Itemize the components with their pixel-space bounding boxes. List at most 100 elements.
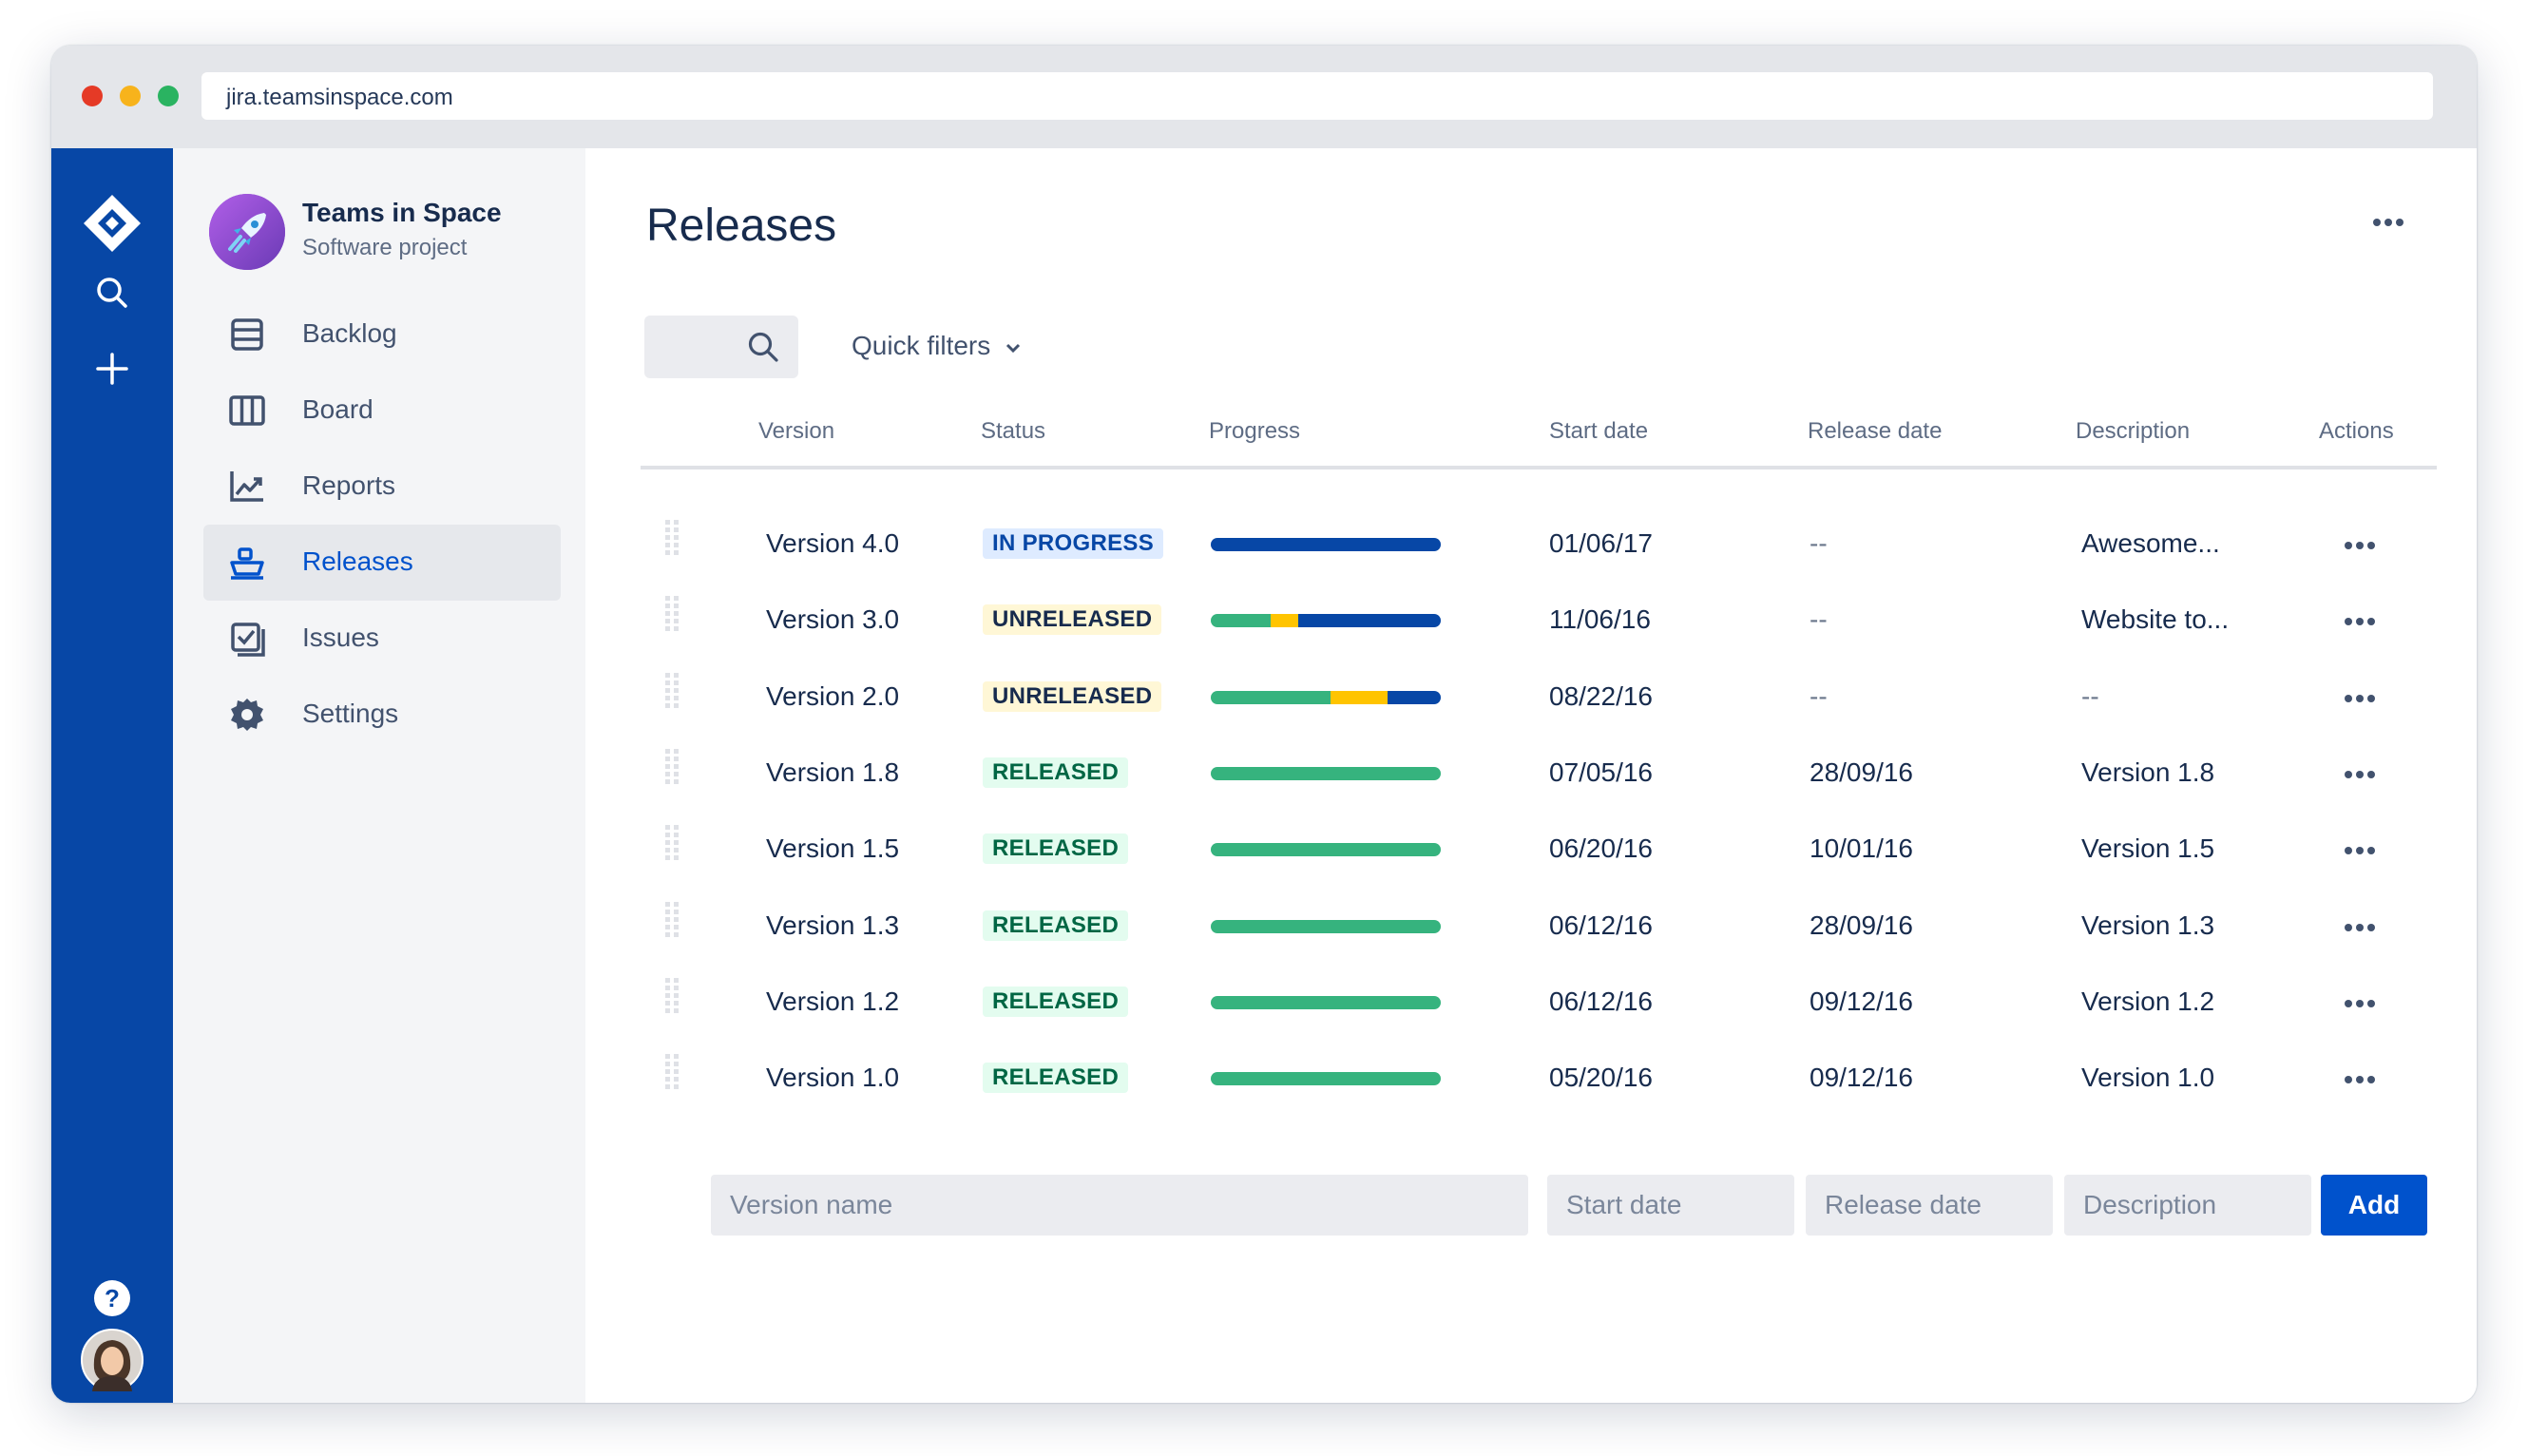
table-row[interactable]: Version 1.5 RELEASED 06/20/16 10/01/16 Versi… bbox=[585, 811, 2477, 887]
sidebar-item-releases[interactable]: Releases bbox=[203, 525, 561, 601]
drag-handle-icon[interactable] bbox=[663, 595, 680, 638]
description: Version 1.2 bbox=[2081, 987, 2215, 1016]
start-date-input[interactable]: Start date bbox=[1547, 1175, 1794, 1236]
sidebar-item-label: Settings bbox=[302, 699, 399, 728]
drag-handle-icon[interactable] bbox=[663, 748, 680, 791]
progress-done-segment bbox=[1211, 767, 1441, 780]
release-date-input[interactable]: Release date bbox=[1806, 1175, 2053, 1236]
table-row[interactable]: Version 4.0 IN PROGRESS 01/06/17 -- Awesome.… bbox=[585, 506, 2477, 582]
table-row[interactable]: Version 1.8 RELEASED 07/05/16 28/09/16 Versi… bbox=[585, 735, 2477, 811]
version-name[interactable]: Version 1.2 bbox=[766, 987, 900, 1016]
table-row[interactable]: Version 3.0 UNRELEASED 11/06/16 -- Website t… bbox=[585, 582, 2477, 658]
quick-filters-dropdown[interactable]: Quick filters bbox=[852, 331, 1021, 361]
status-lozenge: RELEASED bbox=[983, 987, 1129, 1017]
minimize-window-button[interactable] bbox=[120, 86, 141, 106]
row-actions-icon[interactable] bbox=[2344, 691, 2376, 708]
start-date: 11/06/16 bbox=[1549, 604, 1651, 634]
browser-window: jira.teamsinspace.com ? bbox=[51, 46, 2477, 1403]
sidebar-item-reports[interactable]: Reports bbox=[203, 449, 561, 525]
svg-text:?: ? bbox=[105, 1284, 120, 1312]
start-date: 06/20/16 bbox=[1549, 833, 1653, 863]
status-lozenge: IN PROGRESS bbox=[983, 528, 1163, 559]
version-name[interactable]: Version 1.5 bbox=[766, 833, 900, 863]
version-name[interactable]: Version 1.8 bbox=[766, 757, 900, 787]
sidebar-item-backlog[interactable]: Backlog bbox=[203, 297, 561, 373]
jira-logo-icon[interactable] bbox=[51, 190, 173, 257]
issues-icon bbox=[228, 620, 266, 658]
progress-bar bbox=[1211, 920, 1441, 933]
release-date: 10/01/16 bbox=[1810, 833, 1913, 863]
version-name[interactable]: Version 1.0 bbox=[766, 1063, 900, 1092]
release-date: 28/09/16 bbox=[1810, 910, 1913, 940]
sidebar-item-board[interactable]: Board bbox=[203, 373, 561, 449]
status-lozenge: RELEASED bbox=[983, 833, 1129, 864]
column-header-progress[interactable]: Progress bbox=[1209, 418, 1301, 444]
row-actions-icon[interactable] bbox=[2344, 767, 2376, 784]
row-actions-icon[interactable] bbox=[2344, 843, 2376, 860]
table-header-divider bbox=[641, 466, 2437, 469]
progress-todo-segment bbox=[1211, 538, 1441, 551]
column-header-description[interactable]: Description bbox=[2076, 418, 2191, 444]
sidebar-item-settings[interactable]: Settings bbox=[203, 677, 561, 753]
more-actions-icon[interactable] bbox=[2372, 215, 2404, 232]
drag-handle-icon[interactable] bbox=[663, 977, 680, 1020]
close-window-button[interactable] bbox=[82, 86, 103, 106]
table-row[interactable]: Version 1.3 RELEASED 06/12/16 28/09/16 Versi… bbox=[585, 888, 2477, 964]
version-name[interactable]: Version 2.0 bbox=[766, 681, 900, 711]
create-icon[interactable] bbox=[51, 340, 173, 397]
sidebar-item-issues[interactable]: Issues bbox=[203, 601, 561, 677]
version-name[interactable]: Version 4.0 bbox=[766, 528, 900, 558]
progress-done-segment bbox=[1211, 691, 1331, 704]
sidebar-item-label: Issues bbox=[302, 623, 379, 652]
column-header-status[interactable]: Status bbox=[981, 418, 1046, 444]
search-icon[interactable] bbox=[51, 264, 173, 321]
table-row[interactable]: Version 2.0 UNRELEASED 08/22/16 -- -- bbox=[585, 659, 2477, 735]
release-date: -- bbox=[1810, 681, 1828, 711]
progress-bar bbox=[1211, 996, 1441, 1009]
drag-handle-icon[interactable] bbox=[663, 519, 680, 562]
version-name[interactable]: Version 1.3 bbox=[766, 910, 900, 940]
drag-handle-icon[interactable] bbox=[663, 1053, 680, 1096]
progress-bar bbox=[1211, 538, 1441, 551]
progress-done-segment bbox=[1211, 920, 1441, 933]
help-icon[interactable]: ? bbox=[51, 1277, 173, 1319]
table-row[interactable]: Version 1.0 RELEASED 05/20/16 09/12/16 Versi… bbox=[585, 1040, 2477, 1116]
sidebar-item-label: Releases bbox=[302, 546, 413, 576]
search-input[interactable] bbox=[644, 316, 798, 378]
project-avatar-rocket-icon[interactable] bbox=[209, 194, 285, 270]
release-date: 09/12/16 bbox=[1810, 1063, 1913, 1092]
column-header-release-date[interactable]: Release date bbox=[1808, 418, 1943, 444]
backlog-icon bbox=[228, 316, 266, 354]
row-actions-icon[interactable] bbox=[2344, 538, 2376, 555]
column-header-start-date[interactable]: Start date bbox=[1549, 418, 1649, 444]
row-actions-icon[interactable] bbox=[2344, 996, 2376, 1013]
drag-handle-icon[interactable] bbox=[663, 901, 680, 944]
drag-handle-icon[interactable] bbox=[663, 824, 680, 867]
start-date: 07/05/16 bbox=[1549, 757, 1653, 787]
release-date: -- bbox=[1810, 604, 1828, 634]
maximize-window-button[interactable] bbox=[158, 86, 179, 106]
quick-filters-label: Quick filters bbox=[852, 331, 991, 360]
description-input[interactable]: Description bbox=[2064, 1175, 2311, 1236]
version-name[interactable]: Version 3.0 bbox=[766, 604, 900, 634]
row-actions-icon[interactable] bbox=[2344, 1072, 2376, 1089]
progress-todo-segment bbox=[1297, 614, 1441, 627]
table-row[interactable]: Version 1.2 RELEASED 06/12/16 09/12/16 Versi… bbox=[585, 964, 2477, 1040]
add-version-button[interactable]: Add bbox=[2321, 1175, 2427, 1236]
settings-icon bbox=[228, 696, 266, 734]
user-avatar[interactable] bbox=[51, 1327, 173, 1393]
address-bar[interactable]: jira.teamsinspace.com bbox=[201, 72, 2433, 120]
release-date: 28/09/16 bbox=[1810, 757, 1913, 787]
progress-bar bbox=[1211, 691, 1441, 704]
start-date: 06/12/16 bbox=[1549, 910, 1653, 940]
column-header-version[interactable]: Version bbox=[758, 418, 835, 444]
version-name-input[interactable]: Version name bbox=[711, 1175, 1528, 1236]
row-actions-icon[interactable] bbox=[2344, 920, 2376, 937]
browser-chrome: jira.teamsinspace.com bbox=[51, 46, 2477, 148]
description: Version 1.0 bbox=[2081, 1063, 2215, 1092]
drag-handle-icon[interactable] bbox=[663, 672, 680, 715]
description: Awesome... bbox=[2081, 528, 2220, 558]
sidebar-item-label: Reports bbox=[302, 470, 396, 500]
progress-bar bbox=[1211, 1072, 1441, 1085]
row-actions-icon[interactable] bbox=[2344, 614, 2376, 631]
